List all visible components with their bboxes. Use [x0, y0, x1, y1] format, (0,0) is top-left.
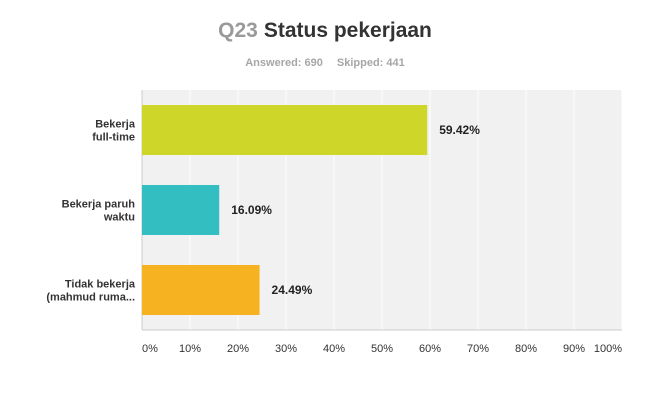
question-number: Q23: [218, 19, 258, 42]
x-tick-label: 30%: [275, 343, 297, 355]
bar: [142, 185, 220, 235]
x-tick-label: 60%: [419, 343, 441, 355]
category-label-line: Bekerja: [95, 119, 136, 131]
skipped-count: Skipped: 441: [336, 57, 405, 69]
value-label: 24.49%: [272, 283, 313, 297]
x-tick-label: 10%: [179, 343, 201, 355]
category-label: Bekerja full-time: [92, 119, 136, 144]
bar: [142, 265, 260, 315]
x-tick-label: 90%: [563, 343, 585, 355]
answered-count: Answered: 690: [245, 57, 323, 69]
category-label: Tidak bekerja (mahmud ruma...: [46, 279, 135, 304]
category-label-line: Tidak bekerja: [65, 279, 136, 291]
x-tick-label: 40%: [323, 343, 345, 355]
x-tick-label: 80%: [515, 343, 537, 355]
response-stats: Answered: 690 Skipped: 441: [0, 57, 650, 69]
x-tick-label: 20%: [227, 343, 249, 355]
category-label-line: Bekerja paruh: [62, 199, 136, 211]
category-label-line: (mahmud ruma...: [46, 292, 135, 304]
question-title: Status pekerjaan: [263, 19, 432, 42]
x-tick-label: 100%: [594, 343, 622, 355]
x-tick-label: 70%: [467, 343, 489, 355]
x-tick-label: 50%: [371, 343, 393, 355]
chart-title: Q23 Status pekerjaan: [0, 19, 650, 43]
category-label-line: waktu: [103, 212, 135, 224]
bar: [142, 105, 428, 155]
category-label: Bekerja paruh waktu: [62, 199, 136, 224]
x-tick-label: 0%: [142, 343, 158, 355]
value-label: 59.42%: [439, 123, 480, 137]
value-label: 16.09%: [231, 203, 272, 217]
category-label-line: full-time: [92, 132, 135, 144]
